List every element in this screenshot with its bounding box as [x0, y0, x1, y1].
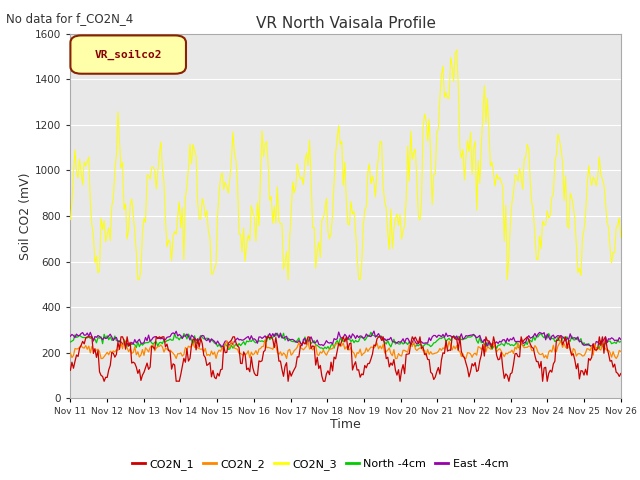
Title: VR North Vaisala Profile: VR North Vaisala Profile	[255, 16, 436, 31]
Text: No data for f_CO2N_4: No data for f_CO2N_4	[6, 12, 134, 25]
Y-axis label: Soil CO2 (mV): Soil CO2 (mV)	[19, 172, 33, 260]
FancyBboxPatch shape	[70, 36, 186, 74]
Text: VR_soilco2: VR_soilco2	[95, 49, 162, 60]
X-axis label: Time: Time	[330, 418, 361, 431]
Legend: CO2N_1, CO2N_2, CO2N_3, North -4cm, East -4cm: CO2N_1, CO2N_2, CO2N_3, North -4cm, East…	[127, 455, 513, 474]
